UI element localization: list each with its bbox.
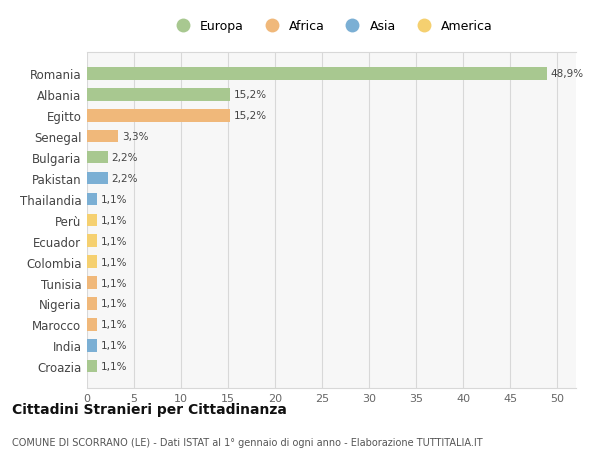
Text: 1,1%: 1,1%	[101, 195, 128, 204]
Text: 3,3%: 3,3%	[122, 132, 148, 142]
Text: 1,1%: 1,1%	[101, 361, 128, 371]
Text: 48,9%: 48,9%	[551, 69, 584, 79]
Text: 2,2%: 2,2%	[112, 153, 138, 163]
Bar	[87, 339, 97, 352]
Bar	[87, 360, 97, 373]
Bar	[87, 256, 97, 269]
Bar	[87, 68, 547, 80]
Bar	[87, 214, 97, 227]
Bar	[87, 193, 97, 206]
Text: 15,2%: 15,2%	[234, 111, 267, 121]
Bar	[87, 131, 118, 143]
Text: 15,2%: 15,2%	[234, 90, 267, 100]
Bar	[87, 277, 97, 289]
Text: 1,1%: 1,1%	[101, 215, 128, 225]
Bar	[87, 172, 107, 185]
Text: 1,1%: 1,1%	[101, 341, 128, 351]
Bar	[87, 235, 97, 247]
Bar	[87, 89, 230, 101]
Text: COMUNE DI SCORRANO (LE) - Dati ISTAT al 1° gennaio di ogni anno - Elaborazione T: COMUNE DI SCORRANO (LE) - Dati ISTAT al …	[12, 437, 482, 447]
Legend: Europa, Africa, Asia, America: Europa, Africa, Asia, America	[165, 16, 498, 39]
Text: 1,1%: 1,1%	[101, 299, 128, 309]
Bar	[87, 110, 230, 122]
Text: Cittadini Stranieri per Cittadinanza: Cittadini Stranieri per Cittadinanza	[12, 402, 287, 416]
Text: 1,1%: 1,1%	[101, 278, 128, 288]
Text: 1,1%: 1,1%	[101, 319, 128, 330]
Bar	[87, 319, 97, 331]
Text: 1,1%: 1,1%	[101, 257, 128, 267]
Text: 1,1%: 1,1%	[101, 236, 128, 246]
Bar	[87, 151, 107, 164]
Bar	[87, 297, 97, 310]
Text: 2,2%: 2,2%	[112, 174, 138, 184]
